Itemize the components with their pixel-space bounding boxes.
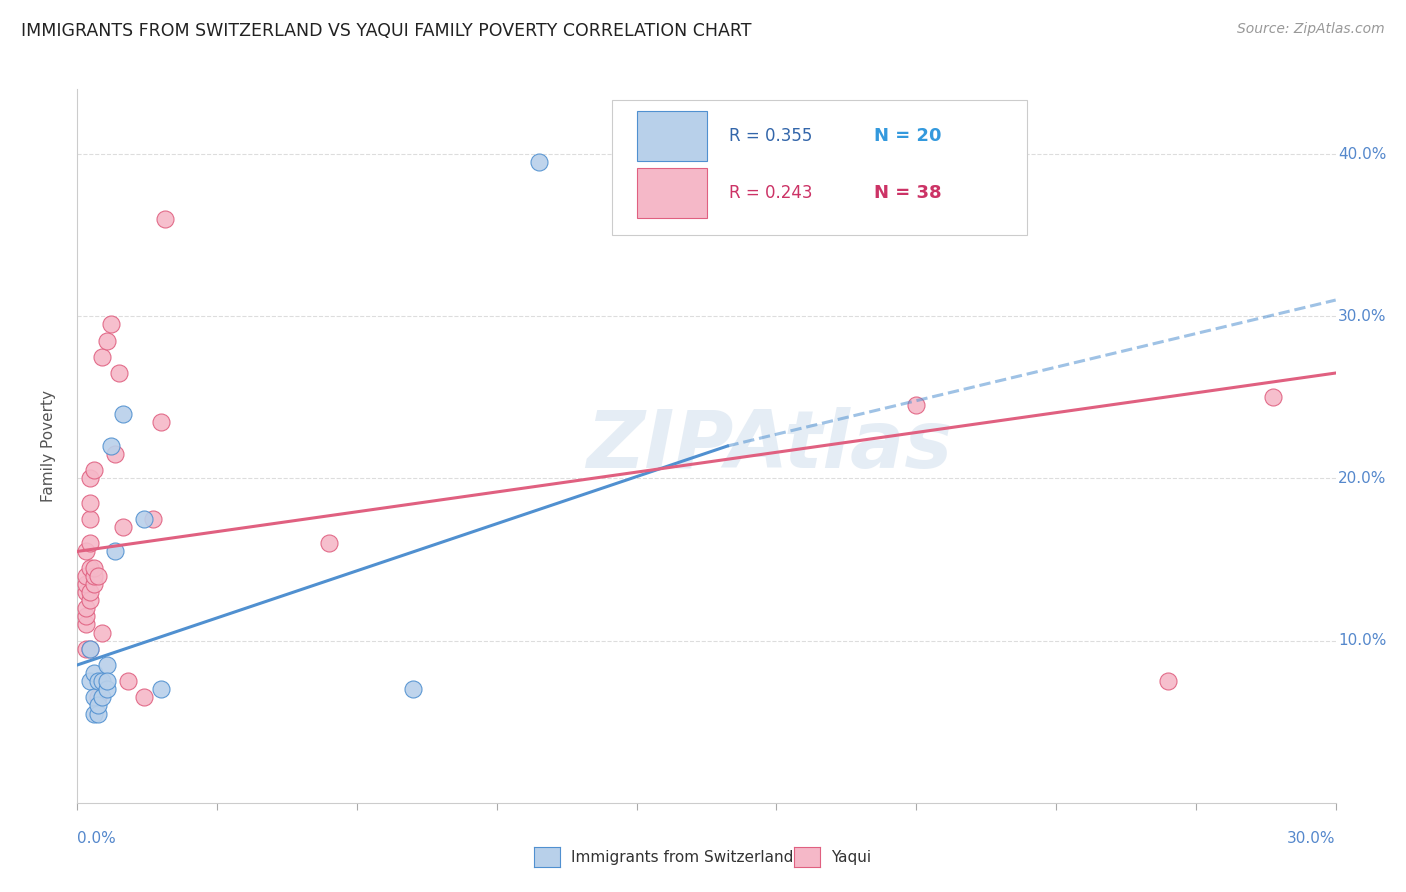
Point — [79, 641, 101, 656]
Point — [75, 617, 97, 632]
Point — [83, 706, 105, 721]
Point — [83, 666, 105, 681]
Point — [134, 512, 156, 526]
Point — [79, 674, 101, 689]
Point — [402, 682, 425, 697]
Point — [91, 350, 114, 364]
Point — [75, 641, 97, 656]
Point — [83, 560, 105, 574]
Point — [150, 415, 173, 429]
Point — [75, 577, 97, 591]
Point — [79, 585, 101, 599]
FancyBboxPatch shape — [637, 168, 707, 218]
Text: Yaqui: Yaqui — [831, 850, 872, 864]
Point — [79, 536, 101, 550]
Point — [96, 674, 118, 689]
Text: 20.0%: 20.0% — [1339, 471, 1386, 486]
Point — [104, 447, 127, 461]
Point — [83, 690, 105, 705]
Point — [150, 682, 173, 697]
Point — [117, 674, 139, 689]
Point — [96, 657, 118, 672]
Point — [87, 698, 110, 713]
Point — [79, 593, 101, 607]
Point — [155, 211, 177, 226]
Text: 30.0%: 30.0% — [1339, 309, 1386, 324]
Point — [79, 496, 101, 510]
Point — [75, 601, 97, 615]
Point — [75, 609, 97, 624]
Point — [83, 577, 105, 591]
Text: R = 0.243: R = 0.243 — [730, 184, 813, 202]
Point — [318, 536, 340, 550]
Point — [87, 674, 110, 689]
Text: ZIPAtlas: ZIPAtlas — [586, 407, 952, 485]
FancyBboxPatch shape — [612, 100, 1028, 235]
Point — [79, 512, 101, 526]
Point — [75, 568, 97, 582]
Point — [79, 641, 101, 656]
Point — [87, 690, 110, 705]
Point — [142, 512, 165, 526]
Point — [91, 690, 114, 705]
Point — [75, 544, 97, 558]
Point — [134, 690, 156, 705]
Point — [527, 155, 550, 169]
Text: IMMIGRANTS FROM SWITZERLAND VS YAQUI FAMILY POVERTY CORRELATION CHART: IMMIGRANTS FROM SWITZERLAND VS YAQUI FAM… — [21, 22, 752, 40]
Point — [104, 544, 127, 558]
Point — [91, 674, 114, 689]
Text: 40.0%: 40.0% — [1339, 146, 1386, 161]
Point — [83, 568, 105, 582]
Y-axis label: Family Poverty: Family Poverty — [42, 390, 56, 502]
Text: 0.0%: 0.0% — [77, 831, 117, 847]
Text: 10.0%: 10.0% — [1339, 633, 1386, 648]
Text: N = 38: N = 38 — [875, 184, 942, 202]
Point — [112, 407, 135, 421]
Text: N = 20: N = 20 — [875, 127, 942, 145]
Point — [87, 568, 110, 582]
Point — [1261, 390, 1284, 404]
Point — [79, 560, 101, 574]
Point — [87, 706, 110, 721]
Text: 30.0%: 30.0% — [1288, 831, 1336, 847]
Point — [112, 520, 135, 534]
Point — [83, 463, 105, 477]
Point — [96, 334, 118, 348]
Point — [1157, 674, 1180, 689]
Point — [75, 585, 97, 599]
Text: R = 0.355: R = 0.355 — [730, 127, 813, 145]
Text: Source: ZipAtlas.com: Source: ZipAtlas.com — [1237, 22, 1385, 37]
Point — [91, 625, 114, 640]
Text: Immigrants from Switzerland: Immigrants from Switzerland — [571, 850, 793, 864]
Point — [79, 471, 101, 485]
Point — [108, 366, 131, 380]
Point — [905, 399, 928, 413]
Point — [100, 439, 122, 453]
Point — [96, 682, 118, 697]
Point — [100, 318, 122, 332]
FancyBboxPatch shape — [637, 111, 707, 161]
